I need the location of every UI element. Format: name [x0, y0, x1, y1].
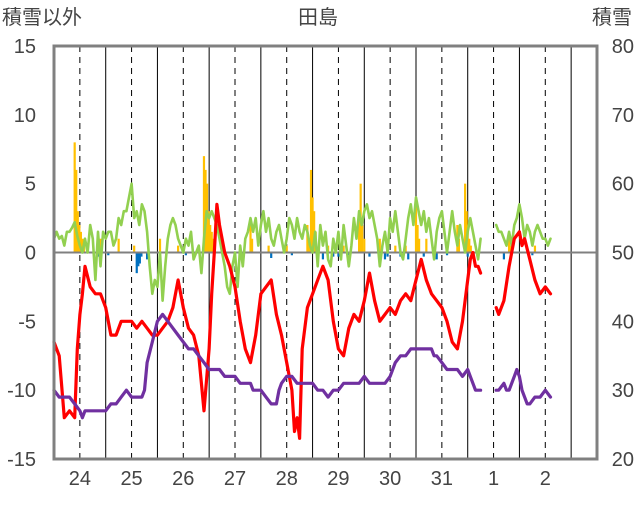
- left-tick-label: 10: [14, 105, 36, 127]
- precipitation-bar: [117, 238, 120, 253]
- x-tick-label: 25: [120, 468, 142, 490]
- left-axis-label: 積雪以外: [2, 6, 82, 29]
- precipitation-bar: [469, 245, 472, 253]
- precipitation-bar: [250, 238, 254, 253]
- precipitation-bar: [378, 238, 381, 253]
- sunshine-bar: [466, 252, 469, 257]
- x-tick-label: 1: [488, 468, 499, 490]
- precipitation-bar: [468, 238, 471, 253]
- precipitation-bar: [75, 169, 78, 253]
- precipitation-bar: [177, 245, 180, 253]
- precipitation-bar: [309, 169, 313, 253]
- precipitation-bar: [207, 211, 210, 253]
- x-tick-label: 27: [224, 468, 246, 490]
- precipitation-bar: [464, 183, 467, 253]
- sunshine-bar: [145, 252, 149, 260]
- right-tick-label: 30: [612, 380, 634, 402]
- sunshine-bar: [347, 252, 350, 256]
- x-tick-label: 30: [379, 468, 401, 490]
- plot-frame: [52, 44, 599, 461]
- precipitation-bar: [79, 231, 82, 253]
- precipitation-bar: [267, 245, 270, 253]
- precipitation-bar: [285, 245, 288, 253]
- precipitation-bar: [99, 238, 102, 253]
- precipitation-bar: [361, 224, 364, 253]
- precipitation-bar: [363, 238, 366, 253]
- x-tick-label: 26: [172, 468, 194, 490]
- right-tick-label: 20: [612, 449, 634, 471]
- sunshine-bar: [368, 252, 371, 257]
- snow_depth-series-line: [52, 312, 553, 420]
- sunshine-bar: [135, 252, 138, 274]
- sunshine-bar: [502, 252, 506, 260]
- sunshine-bar: [407, 252, 410, 260]
- right-axis-label: 積雪: [592, 6, 632, 29]
- sunshine-bar: [531, 252, 534, 256]
- left-tick-label: -15: [7, 449, 36, 471]
- line-layer: [52, 182, 597, 440]
- precipitation-bar: [209, 224, 212, 253]
- precipitation-bar: [509, 245, 512, 253]
- precipitation-bar: [133, 245, 136, 253]
- precipitation-bar: [73, 142, 76, 253]
- plot-border: [52, 44, 599, 461]
- left-tick-label: -5: [18, 311, 36, 333]
- sunshine-bar: [386, 252, 389, 257]
- precipitation-bar: [358, 211, 361, 253]
- right-tick-label: 50: [612, 243, 634, 265]
- humidity_like-series-line: [52, 182, 552, 302]
- sunshine-bar: [435, 252, 438, 260]
- precipitation-bar: [342, 245, 345, 253]
- sunshine-bar: [184, 252, 187, 256]
- precipitation-bar: [158, 238, 162, 253]
- x-tick-label: 24: [69, 468, 91, 490]
- sunshine-bar: [422, 252, 425, 257]
- right-tick-label: 40: [612, 311, 634, 333]
- sunshine-bar: [383, 252, 387, 260]
- x-tick-label: 28: [276, 468, 298, 490]
- precipitation-bar: [210, 231, 213, 253]
- sunshine-bar: [137, 252, 140, 267]
- right-tick-label: 80: [612, 36, 634, 58]
- precipitation-bar: [457, 238, 461, 253]
- precipitation-bar: [202, 156, 206, 253]
- precipitation-bar: [394, 245, 397, 253]
- sunshine-bar: [337, 252, 340, 257]
- sunshine-bar: [270, 252, 273, 259]
- left-tick-label: -10: [7, 380, 36, 402]
- precipitation-bar: [533, 245, 537, 253]
- sunshine-bar: [138, 252, 141, 264]
- temperature-series-line: [52, 202, 553, 440]
- sunshine-bar: [140, 252, 143, 257]
- left-tick-label: 15: [14, 36, 36, 58]
- precipitation-bar: [507, 238, 511, 253]
- precipitation-bar: [418, 238, 421, 253]
- sunshine-bar: [445, 252, 449, 256]
- precipitation-bar: [414, 204, 418, 253]
- x-tick-label: 29: [327, 468, 349, 490]
- chart-title: 田島: [298, 6, 338, 29]
- precipitation-bar: [416, 224, 419, 253]
- right-tick-label: 70: [612, 105, 634, 127]
- sunshine-bar: [290, 252, 293, 256]
- sunshine-bar: [321, 252, 325, 260]
- right-tick-label: 60: [612, 174, 634, 196]
- x-tick-label: 31: [431, 468, 453, 490]
- precipitation-bar: [425, 238, 428, 253]
- sunshine-bar: [332, 252, 335, 257]
- precipitation-bar: [466, 231, 469, 253]
- precipitation-bar: [311, 197, 314, 253]
- x-tick-label: 2: [540, 468, 551, 490]
- precipitation-bar: [249, 224, 252, 253]
- left-tick-label: 5: [25, 174, 36, 196]
- left-tick-label: 0: [25, 243, 36, 265]
- sunshine-bar: [107, 252, 110, 256]
